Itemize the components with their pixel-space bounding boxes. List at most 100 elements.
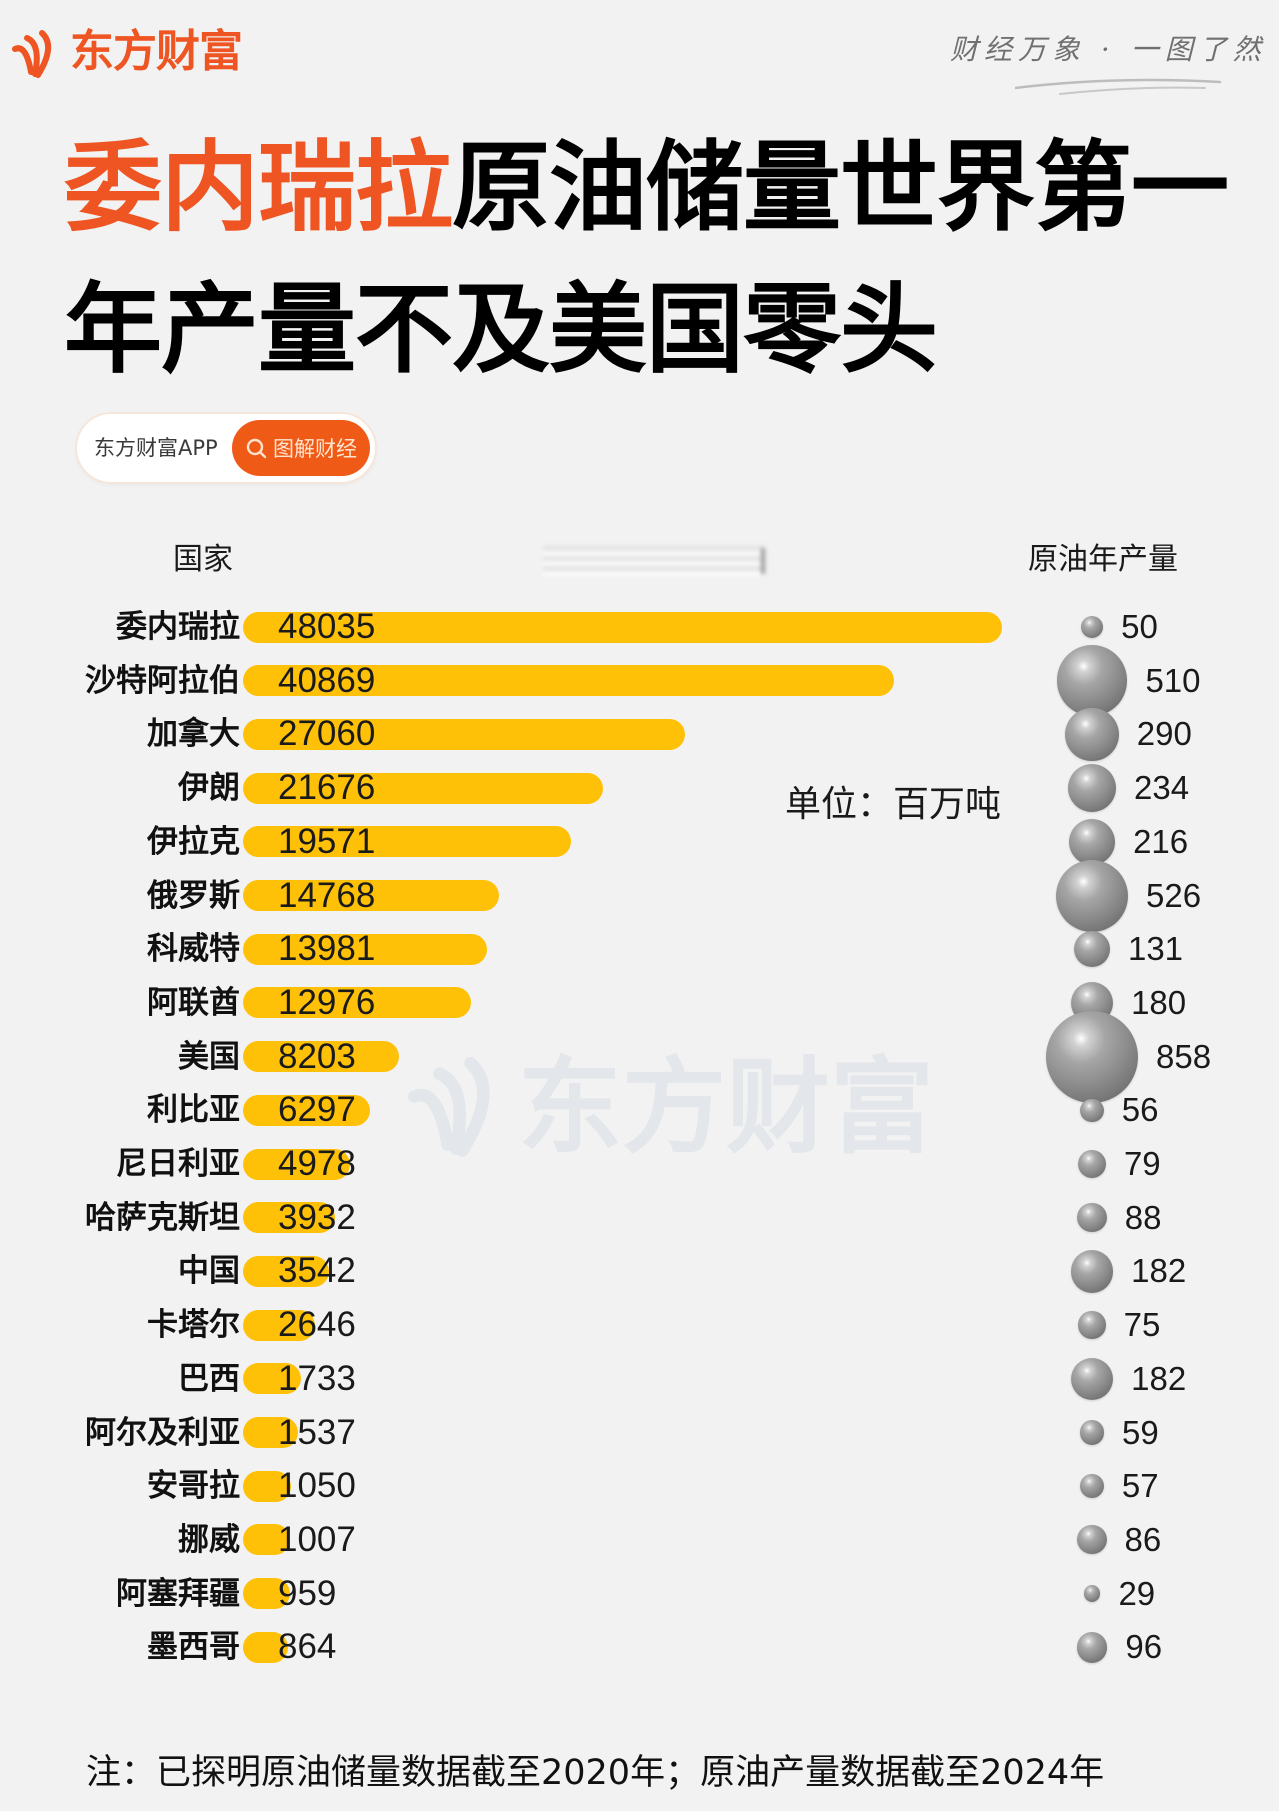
reserve-bar (243, 611, 1002, 643)
reserve-bar (243, 987, 472, 1019)
reserve-value: 3932 (278, 1197, 356, 1237)
reserve-bar (243, 1578, 290, 1610)
country-label: 加拿大 (147, 716, 240, 753)
production-bubble (1083, 1585, 1101, 1603)
production-bubble (1065, 707, 1119, 762)
header-reserves-blurred (543, 546, 765, 576)
production-value: 858 (1155, 1037, 1212, 1075)
search-button-label: 图解财经 (273, 437, 357, 461)
country-label: 伊朗 (178, 770, 240, 807)
header-country: 国家 (173, 542, 233, 577)
country-label: 安哥拉 (147, 1468, 240, 1505)
reserve-value: 8203 (278, 1036, 356, 1076)
country-label: 伊拉克 (147, 823, 240, 860)
production-bubble (1067, 764, 1116, 813)
reserve-value: 864 (278, 1627, 337, 1667)
chart-row: 利比亚 6297 56 (0, 1083, 1279, 1137)
brand-tagline: 财经万象 · 一图了然 (950, 33, 1267, 66)
footnote: 注：已探明原油储量数据截至2020年；原油产量数据截至2024年 (86, 1753, 1105, 1793)
production-value: 180 (1131, 983, 1187, 1021)
tagline-swoosh-decoration (1015, 78, 1222, 95)
chart-row: 阿尔及利亚 1537 59 (0, 1406, 1279, 1460)
reserve-bar (243, 1148, 351, 1180)
production-value: 182 (1131, 1252, 1187, 1290)
chart-row: 伊拉克 19571 216 (0, 815, 1279, 869)
production-value: 56 (1121, 1091, 1159, 1129)
header-production: 原油年产量 (1028, 542, 1178, 577)
reserve-value: 21676 (278, 768, 376, 808)
country-label: 墨西哥 (147, 1629, 240, 1666)
reserve-bar (243, 718, 685, 750)
chart-row: 安哥拉 1050 57 (0, 1459, 1279, 1513)
production-bubble (1070, 1250, 1114, 1293)
headline-line-1-rest: 原油储量世界第一 (452, 131, 1229, 245)
watermark-logo-icon (408, 1057, 490, 1157)
country-label: 利比亚 (147, 1092, 240, 1129)
country-label: 阿联酋 (147, 984, 240, 1021)
unit-label: 单位：百万吨 (785, 784, 1002, 825)
reserve-bar (243, 1417, 299, 1448)
production-value: 131 (1127, 930, 1184, 968)
reserve-bar (243, 1470, 291, 1502)
chart-row: 巴西 1733 182 (0, 1352, 1279, 1406)
chart-row: 挪威 1007 86 (0, 1513, 1279, 1567)
reserve-bar (243, 772, 604, 804)
country-label: 中国 (178, 1253, 240, 1290)
search-button[interactable]: 图解财经 (232, 420, 370, 476)
production-value: 75 (1123, 1306, 1161, 1344)
reserve-value: 19571 (278, 821, 376, 861)
chart-row: 阿塞拜疆 959 29 (0, 1567, 1279, 1621)
reserve-bar (243, 1202, 335, 1234)
reserve-value: 4978 (278, 1144, 356, 1183)
chart-row: 委内瑞拉 48035 50 (0, 600, 1279, 654)
country-label: 卡塔尔 (147, 1307, 240, 1344)
app-label: 东方财富APP (94, 436, 218, 460)
reserve-value: 27060 (278, 714, 376, 754)
watermark: 东方财富 (408, 1052, 934, 1162)
production-bubble (1077, 1202, 1107, 1233)
reserve-bar (243, 665, 894, 697)
production-bubble (1056, 645, 1128, 717)
reserve-value: 1050 (278, 1466, 356, 1506)
reserve-value: 1733 (278, 1358, 356, 1398)
country-label: 美国 (178, 1038, 240, 1075)
production-bubble (1068, 818, 1116, 865)
country-label: 巴西 (178, 1360, 240, 1397)
headline-line-2: 年产量不及美国零头 (64, 273, 938, 387)
reserve-value: 48035 (278, 607, 376, 646)
production-bubble (1079, 1420, 1105, 1445)
reserve-value: 6297 (278, 1090, 356, 1130)
reserve-value: 3542 (278, 1251, 356, 1291)
headline-highlight: 委内瑞拉 (64, 131, 453, 245)
country-label: 挪威 (178, 1521, 240, 1558)
country-label: 科威特 (147, 931, 240, 968)
chart-row: 卡塔尔 2646 75 (0, 1298, 1279, 1352)
chart-row: 美国 8203 858 (0, 1010, 1279, 1103)
reserve-value: 12976 (278, 982, 376, 1022)
production-value: 50 (1121, 608, 1158, 645)
reserve-bar (243, 880, 499, 911)
reserve-bar (243, 1363, 302, 1395)
production-value: 57 (1121, 1467, 1159, 1505)
reserve-value: 14768 (278, 875, 376, 915)
reserve-value: 2646 (278, 1305, 356, 1345)
reserve-bar (243, 826, 572, 858)
country-label: 俄罗斯 (147, 877, 240, 914)
reserve-bar (243, 1041, 400, 1073)
search-pill[interactable]: 东方财富APP 图解财经 (77, 414, 375, 482)
production-bubble (1078, 1311, 1106, 1339)
reserve-bar (243, 1524, 291, 1556)
reserve-value: 959 (278, 1573, 337, 1613)
reserve-value: 13981 (278, 929, 376, 969)
production-value: 86 (1124, 1520, 1162, 1558)
production-bubble (1080, 1474, 1104, 1499)
reserve-value: 1007 (278, 1519, 356, 1559)
production-bubble (1076, 1631, 1108, 1663)
watermark-text: 东方财富 (518, 1046, 935, 1168)
production-value: 234 (1134, 769, 1190, 807)
production-bubble (1074, 931, 1110, 968)
country-label: 委内瑞拉 (116, 609, 240, 645)
country-label: 阿塞拜疆 (116, 1575, 240, 1612)
country-label: 哈萨克斯坦 (85, 1199, 240, 1236)
